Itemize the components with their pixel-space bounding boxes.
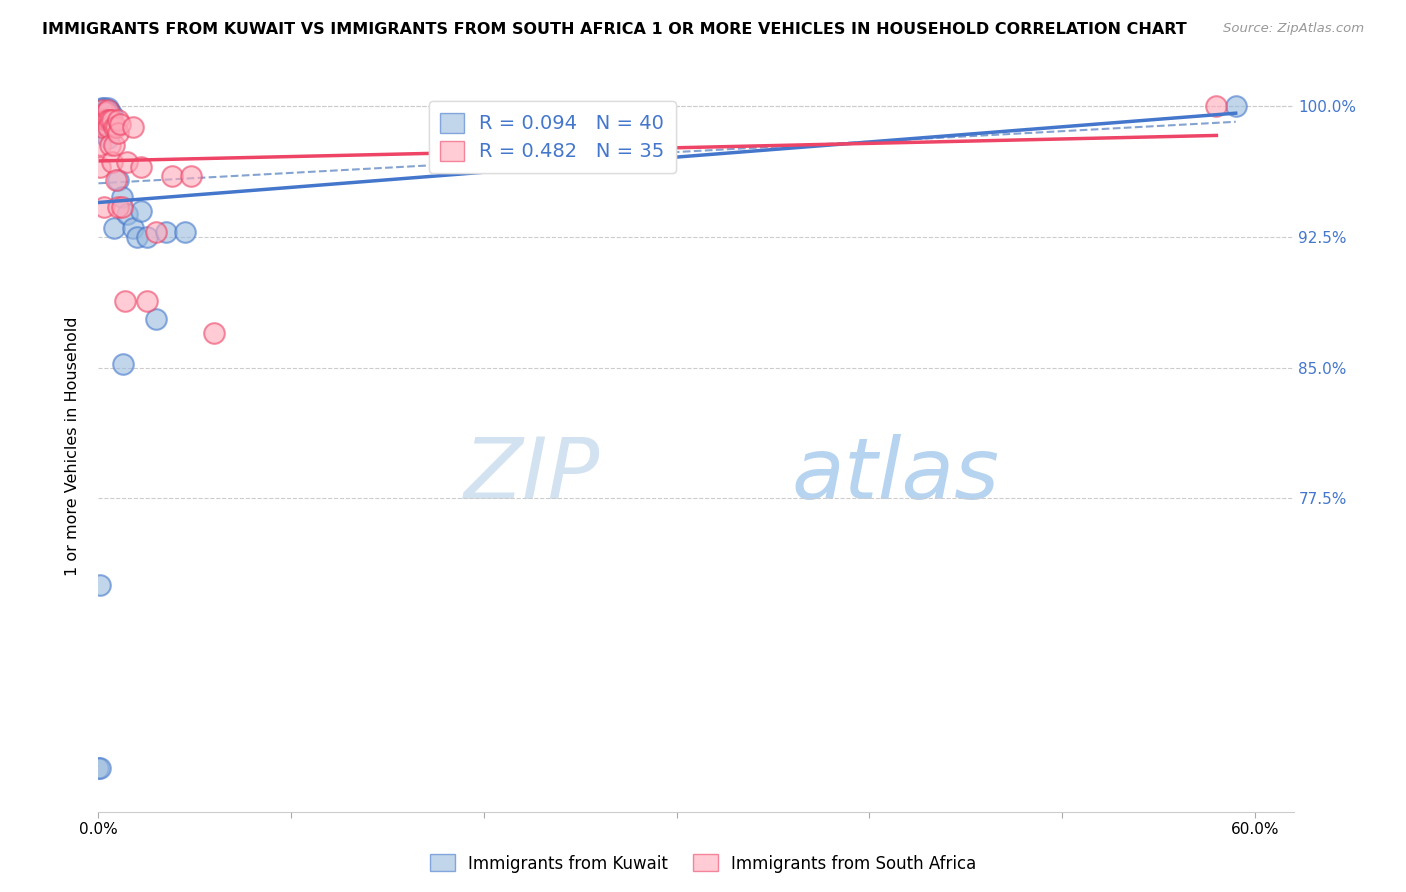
Point [101, 108, 124, 122]
Point [135, 230, 157, 244]
Point [97, 120, 120, 135]
Point [104, 172, 127, 186]
Point [107, 172, 129, 186]
Point [91, 103, 114, 117]
Legend: R = 0.094   N = 40, R = 0.482   N = 35: R = 0.094 N = 40, R = 0.482 N = 35 [429, 101, 676, 173]
Point [1205, 99, 1227, 113]
Point [98, 113, 121, 128]
Point [135, 294, 157, 309]
Point [94, 113, 117, 128]
Point [110, 190, 132, 204]
Point [97, 113, 120, 128]
Point [89, 578, 111, 592]
Point [93, 113, 115, 128]
Point [93, 108, 115, 122]
Point [1225, 99, 1247, 113]
Point [94, 104, 117, 119]
Text: atlas: atlas [792, 434, 1000, 516]
Point [98, 104, 121, 119]
Point [97, 117, 120, 131]
Point [93, 201, 115, 215]
Point [98, 137, 121, 152]
Legend: Immigrants from Kuwait, Immigrants from South Africa: Immigrants from Kuwait, Immigrants from … [423, 847, 983, 880]
Text: Source: ZipAtlas.com: Source: ZipAtlas.com [1223, 22, 1364, 36]
Point [125, 230, 148, 244]
Point [93, 104, 115, 119]
Point [87, 761, 110, 775]
Point [117, 155, 139, 169]
Point [93, 101, 115, 115]
Point [122, 120, 145, 135]
Point [89, 117, 111, 131]
Point [129, 161, 152, 175]
Point [91, 101, 114, 115]
Point [107, 113, 129, 128]
Point [97, 112, 120, 126]
Point [180, 169, 202, 183]
Point [94, 104, 117, 119]
Text: IMMIGRANTS FROM KUWAIT VS IMMIGRANTS FROM SOUTH AFRICA 1 OR MORE VEHICLES IN HOU: IMMIGRANTS FROM KUWAIT VS IMMIGRANTS FRO… [42, 22, 1187, 37]
Point [101, 155, 124, 169]
Point [91, 120, 114, 135]
Point [155, 225, 177, 239]
Point [97, 106, 120, 120]
Point [97, 130, 120, 145]
Point [91, 103, 114, 117]
Point [89, 761, 111, 775]
Point [94, 112, 117, 126]
Point [103, 120, 125, 135]
Point [101, 120, 124, 135]
Point [174, 225, 197, 239]
Point [129, 203, 152, 218]
Point [94, 120, 117, 135]
Point [202, 326, 225, 340]
Point [93, 112, 115, 126]
Y-axis label: 1 or more Vehicles in Household: 1 or more Vehicles in Household [65, 317, 80, 575]
Point [97, 101, 120, 115]
Point [101, 113, 124, 128]
Point [117, 207, 139, 221]
Point [103, 221, 125, 235]
Point [98, 110, 121, 124]
Point [97, 103, 120, 117]
Point [89, 137, 111, 152]
Text: ZIP: ZIP [464, 434, 600, 516]
Point [97, 103, 120, 117]
Point [122, 221, 145, 235]
Point [112, 357, 135, 371]
Point [103, 137, 125, 152]
Point [91, 112, 114, 126]
Point [145, 225, 167, 239]
Point [110, 201, 132, 215]
Point [145, 311, 167, 326]
Point [107, 201, 129, 215]
Point [114, 294, 136, 309]
Point [91, 120, 114, 135]
Point [104, 120, 127, 135]
Point [108, 117, 131, 131]
Point [107, 126, 129, 140]
Point [93, 119, 115, 133]
Point [89, 161, 111, 175]
Point [160, 169, 183, 183]
Point [93, 128, 115, 142]
Point [97, 124, 120, 138]
